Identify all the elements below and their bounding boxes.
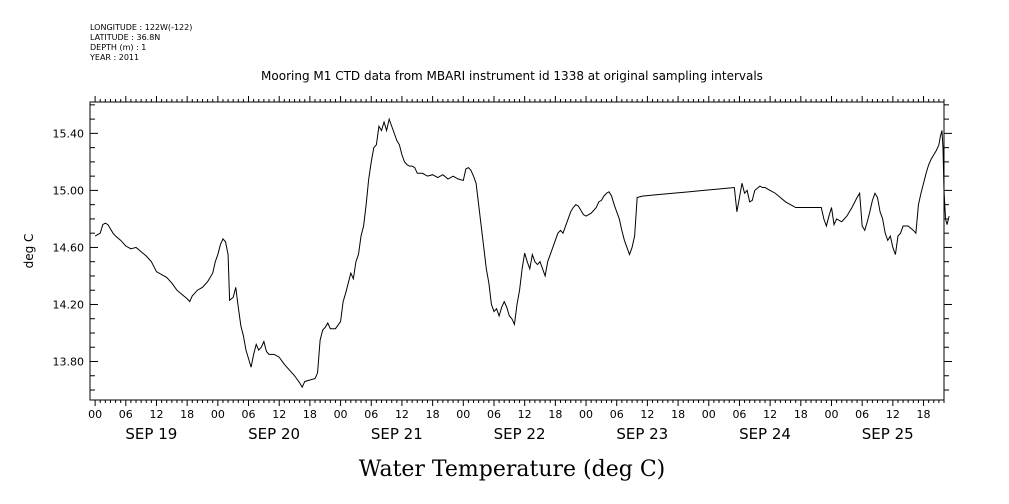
x-tick-label: 00	[211, 408, 225, 421]
x-tick-label: 12	[518, 408, 532, 421]
series-line	[94, 117, 950, 389]
x-tick-label: 00	[456, 408, 470, 421]
x-tick-label: 18	[303, 408, 317, 421]
x-day-label: SEP 23	[616, 425, 668, 443]
x-tick-label: 06	[364, 408, 378, 421]
x-day-label: SEP 22	[494, 425, 546, 443]
meta-year: YEAR : 2011	[89, 53, 139, 62]
x-tick-label: 06	[242, 408, 256, 421]
chart-title: Mooring M1 CTD data from MBARI instrumen…	[261, 69, 763, 83]
x-day-label: SEP 25	[862, 425, 914, 443]
x-day-label: SEP 21	[371, 425, 423, 443]
x-tick-label: 18	[794, 408, 808, 421]
metadata-block: LONGITUDE : 122W(-122) LATITUDE : 36.8N …	[89, 23, 192, 62]
x-tick-label: 12	[763, 408, 777, 421]
x-tick-label: 18	[426, 408, 440, 421]
meta-longitude: LONGITUDE : 122W(-122)	[90, 23, 192, 32]
x-tick-label: 00	[88, 408, 102, 421]
x-tick-label: 18	[917, 408, 931, 421]
x-day-label: SEP 24	[739, 425, 791, 443]
x-tick-label: 06	[119, 408, 133, 421]
plot-frame	[89, 101, 945, 401]
x-tick-label: 00	[824, 408, 838, 421]
x-tick-label: 00	[579, 408, 593, 421]
y-tick-label: 13.80	[53, 356, 85, 369]
x-tick-label: 06	[855, 408, 869, 421]
x-day-label: SEP 20	[248, 425, 300, 443]
x-tick-label: 06	[487, 408, 501, 421]
y-tick-label: 14.20	[53, 298, 85, 311]
x-tick-label: 06	[610, 408, 624, 421]
axis-ticks	[90, 96, 952, 406]
x-tick-label: 12	[149, 408, 163, 421]
x-tick-label: 12	[272, 408, 286, 421]
y-tick-label: 15.40	[53, 127, 85, 140]
axis-labels: 00 06 12 18 00 06 12 18 00 06 12 18 00 06 12 18 00 06 12 18…	[53, 127, 931, 443]
meta-depth: DEPTH (m) : 1	[90, 43, 146, 52]
y-tick-label: 14.60	[53, 241, 85, 254]
x-tick-label: 00	[702, 408, 716, 421]
x-tick-label: 12	[395, 408, 409, 421]
x-tick-label: 18	[671, 408, 685, 421]
y-tick-label: 15.00	[53, 184, 85, 197]
x-tick-label: 06	[732, 408, 746, 421]
x-tick-label: 00	[334, 408, 348, 421]
meta-latitude: LATITUDE : 36.8N	[90, 33, 160, 42]
x-tick-label: 12	[886, 408, 900, 421]
x-tick-label: 18	[548, 408, 562, 421]
x-tick-label: 18	[180, 408, 194, 421]
y-axis-label: deg C	[22, 234, 36, 269]
x-axis-label: Water Temperature (deg C)	[359, 457, 666, 482]
x-tick-label: 12	[640, 408, 654, 421]
x-day-label: SEP 19	[125, 425, 177, 443]
